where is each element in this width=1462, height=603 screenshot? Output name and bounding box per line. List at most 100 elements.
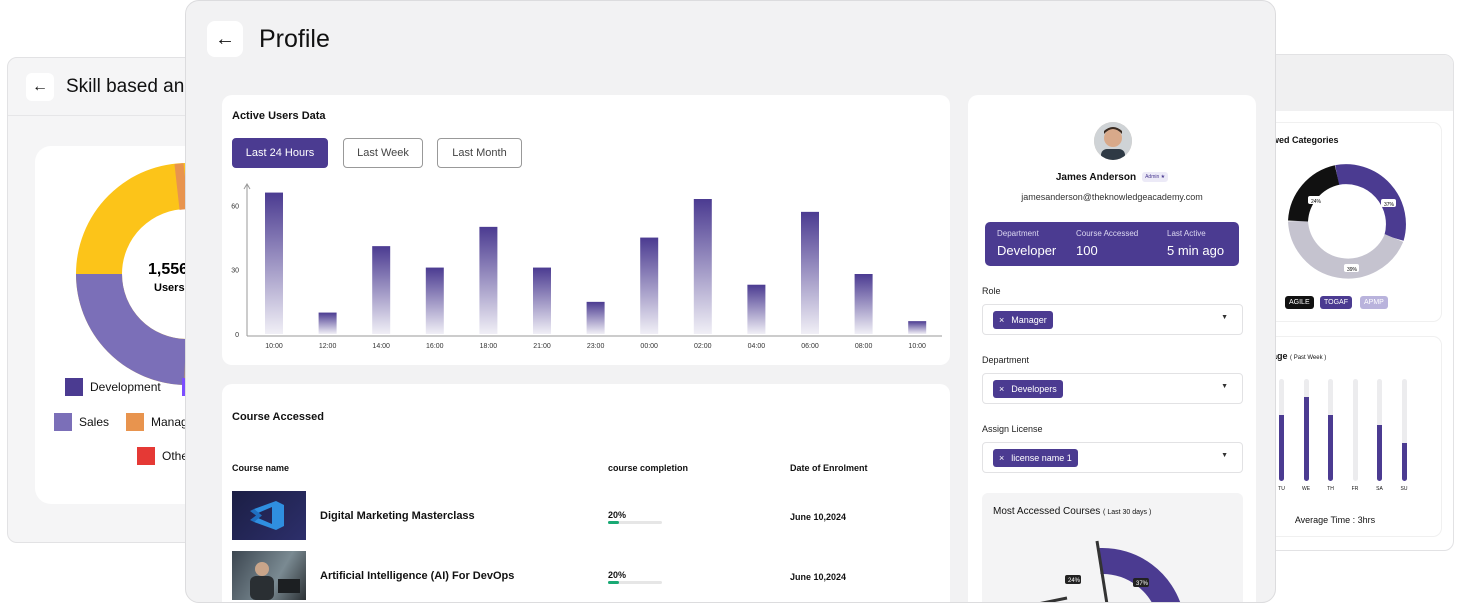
course-progress-bar	[608, 521, 662, 524]
usage-bar-track	[1279, 379, 1284, 481]
mac-divider	[1040, 596, 1068, 602]
chip-agile: AGILE	[1285, 296, 1314, 309]
person-photo-icon	[250, 562, 300, 600]
remove-tag-icon[interactable]: ×	[999, 453, 1005, 463]
usage-day-label: TH	[1327, 486, 1334, 492]
label-box	[1344, 264, 1359, 272]
categories-segment-agile	[1288, 165, 1340, 223]
y-tick-label: 0	[235, 332, 239, 339]
most-accessed-courses-panel: Most Accessed Courses ( Last 30 days ) 2…	[982, 493, 1243, 602]
usage-bar	[1279, 414, 1284, 481]
skill-analytics-title: Skill based an	[66, 75, 185, 97]
label-box	[1381, 199, 1396, 207]
mac-label-1: 24%	[1068, 578, 1081, 584]
col-course-name: Course name	[232, 463, 290, 473]
usage-day-label: WE	[1301, 486, 1311, 492]
usage-bar-track	[1352, 379, 1358, 481]
col-course-completion: course completion	[608, 463, 689, 473]
active-users-chart: 0 30 60 10:00 12:00 14:00 16:00 18:00 21:00 23:00…	[231, 183, 942, 350]
most-accessed-title: Most Accessed Courses ( Last 30 days )	[993, 506, 1152, 517]
chevron-down-icon[interactable]: ▼	[1221, 452, 1228, 459]
tab-last-24-hours[interactable]: Last 24 Hours	[232, 138, 328, 168]
usage-day-label: SA	[1376, 486, 1383, 492]
label-box	[1133, 578, 1149, 587]
usage-bar	[1328, 414, 1333, 481]
skill-analytics-header: ← Skill based an	[8, 58, 256, 116]
x-tick-label: 00:00	[640, 343, 658, 350]
department-select[interactable]: × Developers ▼	[982, 373, 1243, 404]
x-tick-label: 10:00	[265, 343, 283, 350]
course-date: June 10,2024	[790, 512, 847, 522]
course-row[interactable]: Digital Marketing Masterclass 20% June 1…	[232, 491, 932, 541]
y-tick-label: 30	[231, 268, 239, 275]
usage-bar-track	[1328, 379, 1333, 481]
assign-license-label: Assign License	[982, 424, 1043, 434]
user-avatar-icon	[1094, 122, 1132, 160]
x-tick-label: 16:00	[426, 343, 444, 350]
usage-bar-track	[1377, 379, 1382, 481]
vscode-logo-icon	[250, 501, 284, 530]
avatar	[1094, 122, 1132, 160]
categories-label-3: 39%	[1347, 267, 1358, 273]
license-select[interactable]: × license name 1 ▼	[982, 442, 1243, 473]
label-box	[1308, 196, 1323, 204]
y-tick-label: 60	[231, 203, 239, 210]
stat-value: 5 min ago	[1167, 243, 1225, 258]
department-label: Department	[982, 355, 1030, 365]
tab-last-week[interactable]: Last Week	[343, 138, 423, 168]
bar	[318, 312, 337, 334]
remove-tag-icon[interactable]: ×	[999, 315, 1005, 325]
legend-sales: Sales	[54, 413, 109, 431]
usage-day-label: FR	[1351, 486, 1359, 492]
bar	[533, 267, 551, 334]
usage-title: age ( Past Week )	[1272, 351, 1327, 361]
stat-value: Developer	[997, 243, 1057, 258]
chevron-down-icon[interactable]: ▼	[1221, 383, 1228, 390]
bar	[640, 237, 659, 334]
donut-segment-sales	[76, 273, 187, 385]
back-arrow-icon[interactable]: ←	[26, 72, 54, 101]
categories-segment-apmp	[1288, 220, 1404, 279]
col-date-enrolment: Date of Enrolment	[790, 463, 868, 473]
remove-tag-icon[interactable]: ×	[999, 384, 1005, 394]
legend-development: Development	[65, 378, 161, 396]
usage-bar-track	[1401, 379, 1407, 481]
legend-management: Manag	[126, 413, 188, 431]
x-tick-label: 23:00	[587, 343, 605, 350]
stat-label: Department	[997, 229, 1039, 238]
back-arrow-icon[interactable]: ←	[207, 21, 243, 57]
tab-last-month[interactable]: Last Month	[437, 138, 522, 168]
chip-apmp: APMP	[1360, 296, 1388, 309]
course-accessed-card: Course Accessed Course name course compl…	[222, 384, 950, 602]
x-tick-label: 04:00	[748, 343, 766, 350]
chevron-down-icon[interactable]: ▼	[1221, 314, 1228, 321]
admin-badge: Admin ★	[1142, 172, 1169, 183]
donut-center-value: 1,556	[148, 261, 188, 278]
department-tag: × Developers	[993, 380, 1063, 398]
average-time: Average Time : 3hrs	[1294, 515, 1376, 525]
stat-value: 100	[1076, 243, 1098, 258]
profile-header: ← Profile	[186, 1, 1275, 77]
page-title: Profile	[259, 24, 330, 53]
course-row[interactable]: Artificial Intelligence (AI) For DevOps …	[232, 551, 932, 601]
role-select[interactable]: × Manager ▼	[982, 304, 1243, 335]
bar	[372, 246, 391, 334]
label-box	[1065, 575, 1081, 584]
mac-label-2: 37%	[1136, 581, 1149, 587]
course-completion-text: 20%	[608, 570, 627, 580]
user-email: jamesanderson@theknowledgeacademy.com	[1021, 192, 1203, 202]
user-stats-box: Department Developer Course Accessed 100…	[985, 222, 1239, 266]
stat-label: Course Accessed	[1076, 229, 1139, 238]
usage-day-label: SU	[1400, 486, 1408, 492]
profile-card: James Anderson Admin ★ jamesanderson@thek…	[968, 95, 1256, 602]
bar	[425, 267, 444, 334]
x-tick-label: 08:00	[855, 343, 873, 350]
course-accessed-title: Course Accessed	[232, 411, 324, 423]
x-tick-label: 12:00	[319, 343, 337, 350]
usage-panel: age ( Past Week ) TU WE TH FR SA SU Average T…	[1256, 337, 1441, 536]
usage-bar	[1377, 424, 1382, 481]
bar	[801, 211, 819, 334]
course-thumbnail	[232, 551, 306, 600]
categories-title: wed Categories	[1272, 135, 1339, 145]
categories-label-1: 24%	[1311, 199, 1322, 205]
